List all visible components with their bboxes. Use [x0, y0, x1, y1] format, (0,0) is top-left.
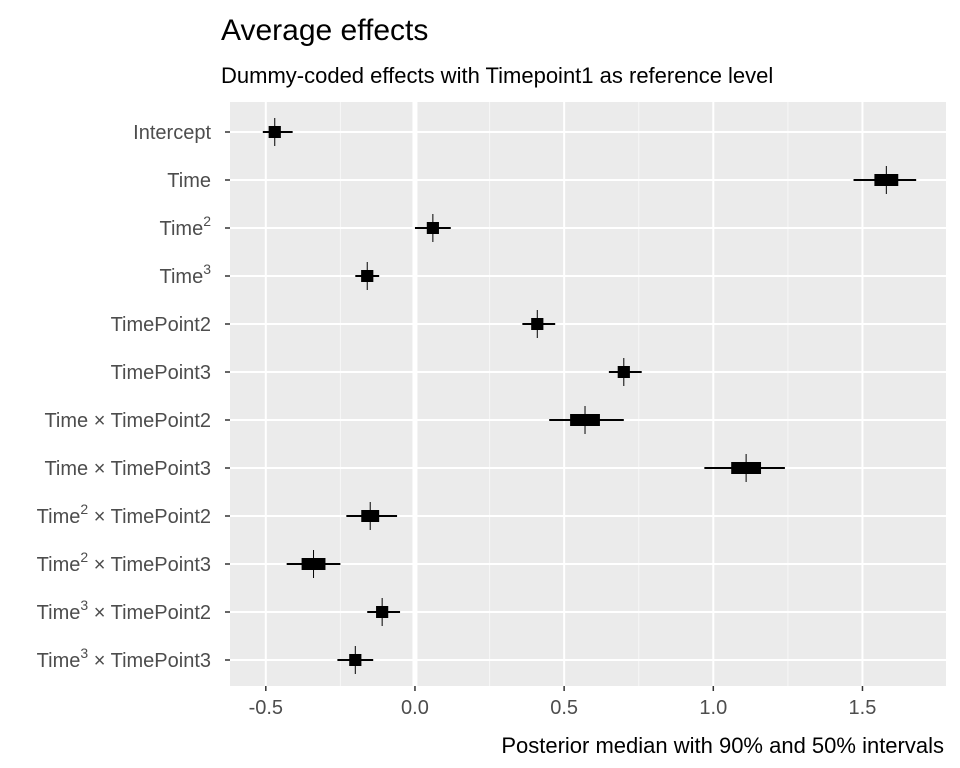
plot-panel: [230, 102, 946, 686]
term-estimate: [346, 502, 398, 530]
term-estimate: [608, 358, 642, 386]
term-estimate: [262, 118, 293, 146]
y-tick-label: Time3 × TimePoint3: [37, 645, 211, 672]
term-estimate: [337, 646, 374, 674]
x-tick-label: 0.5: [550, 697, 578, 719]
term-estimate: [286, 550, 341, 578]
interval-marks: [262, 118, 917, 674]
term-estimate: [414, 214, 451, 242]
x-tick-label: -0.5: [249, 697, 283, 719]
x-tick-label: 1.5: [849, 697, 877, 719]
y-tick-label: Time × TimePoint2: [44, 410, 211, 432]
chart-subtitle: Dummy-coded effects with Timepoint1 as r…: [221, 63, 773, 88]
term-estimate: [853, 166, 917, 194]
grid-lines: [230, 102, 946, 686]
y-tick-label: Time2 × TimePoint3: [37, 549, 211, 576]
y-tick-label: Time3: [160, 261, 212, 288]
x-axis-label: Posterior median with 90% and 50% interv…: [501, 733, 944, 758]
y-tick-label: TimePoint2: [111, 314, 211, 336]
term-estimate: [704, 454, 785, 482]
term-estimate: [549, 406, 624, 434]
y-tick-label: Time3 × TimePoint2: [37, 597, 211, 624]
y-tick-label: Intercept: [133, 122, 211, 144]
y-tick-label: Time × TimePoint3: [44, 458, 211, 480]
y-tick-label: TimePoint3: [111, 362, 211, 384]
y-tick-label: Time2 × TimePoint2: [37, 501, 211, 528]
term-estimate: [367, 598, 401, 626]
y-tick-label: Time2: [160, 213, 212, 240]
y-tick-label: Time: [167, 170, 211, 192]
x-tick-label: 0.0: [401, 697, 429, 719]
term-estimate: [355, 262, 380, 290]
chart-title: Average effects: [221, 14, 428, 47]
x-tick-label: 1.0: [699, 697, 727, 719]
y-axis: Intercept Time Time2 Time3 TimePoint2 TimePoi…: [37, 122, 230, 672]
x-axis: -0.5 0.0 0.5 1.0 1.5: [249, 686, 877, 719]
term-estimate: [522, 310, 556, 338]
